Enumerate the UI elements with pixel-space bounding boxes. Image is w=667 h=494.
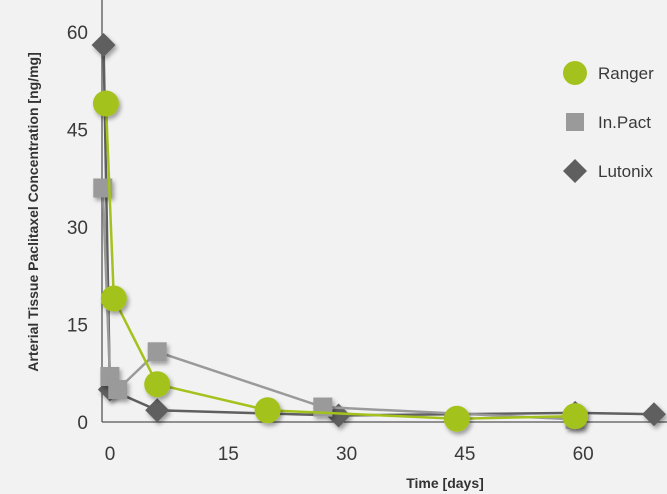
legend-item: Ranger: [563, 61, 654, 85]
legend-label: Ranger: [598, 64, 654, 83]
data-point: [326, 403, 351, 428]
y-axis-title: Arterial Tissue Paclitaxel Concentration…: [25, 52, 41, 371]
x-tick-label: 60: [573, 444, 594, 465]
data-point: [642, 402, 666, 427]
y-tick-label: 30: [67, 218, 88, 239]
data-point: [108, 380, 128, 399]
data-point: [145, 398, 170, 423]
legend-label: Lutonix: [598, 162, 653, 181]
legend-marker-circle: [563, 61, 587, 85]
x-tick-label: 15: [218, 444, 239, 465]
y-tick-label: 45: [67, 121, 88, 142]
data-point: [147, 342, 167, 362]
tick-labels: 0 15 30 45 60 0 15 30 45 60: [67, 23, 594, 465]
data-point: [443, 405, 470, 432]
data-point: [100, 285, 127, 312]
data-point: [254, 397, 281, 424]
y-tick-label: 15: [67, 316, 88, 337]
y-tick-label: 0: [77, 413, 88, 434]
legend-marker-square: [566, 113, 584, 131]
data-point: [91, 33, 116, 57]
legend-label: In.Pact: [598, 113, 651, 132]
legend-item: In.Pact: [566, 113, 651, 132]
y-tick-label: 60: [67, 23, 88, 44]
legend-item: Lutonix: [563, 159, 653, 183]
legend: Ranger In.Pact Lutonix: [563, 61, 654, 183]
series-line: [101, 187, 576, 421]
x-tick-label: 30: [336, 444, 357, 465]
series-layer: [91, 33, 666, 432]
series-lutonix: [91, 33, 666, 428]
x-tick-label: 45: [454, 444, 475, 465]
series-ranger: [92, 90, 589, 432]
axes: [101, 0, 667, 423]
x-axis-title: Time [days]: [406, 475, 484, 491]
x-tick-label: 0: [105, 444, 116, 465]
series-line: [104, 103, 576, 421]
data-point: [562, 403, 589, 430]
series-line: [102, 44, 655, 417]
legend-marker-diamond: [563, 159, 587, 183]
data-point: [92, 90, 119, 117]
data-point: [93, 178, 113, 198]
data-point: [144, 371, 171, 398]
